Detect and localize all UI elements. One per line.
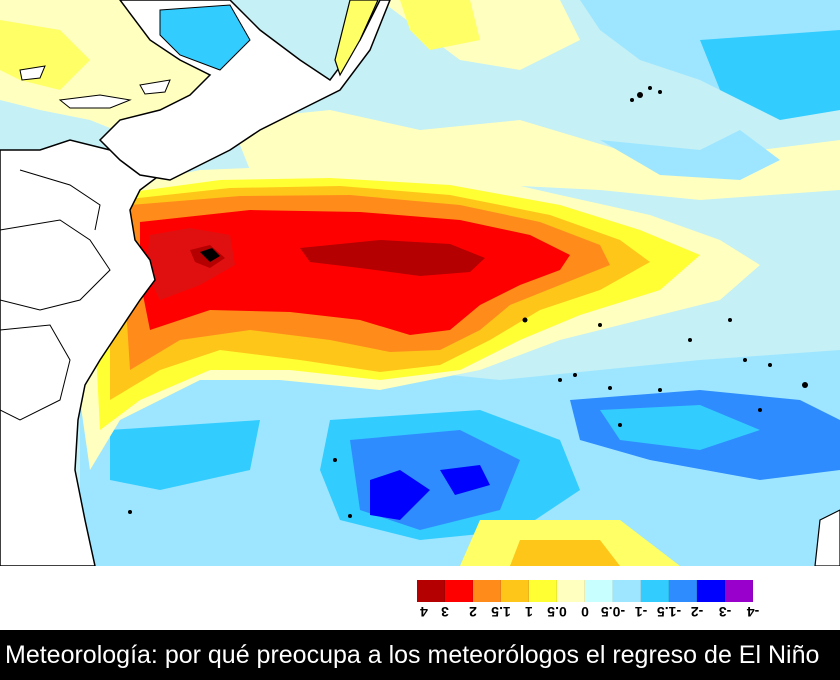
color-scale-legend: 4 3 2 1.5 1 0.5 0 -0.5 -1 -1.5 -2 -3 -4: [417, 580, 759, 622]
legend-swatch: [613, 580, 641, 602]
land-masses: [0, 0, 840, 566]
legend-ticks: 4 3 2 1.5 1 0.5 0 -0.5 -1 -1.5 -2 -3 -4: [417, 604, 767, 620]
legend-tick-label: -1.5: [656, 604, 682, 620]
legend-swatch: [473, 580, 501, 602]
legend-tick-label: 1.5: [491, 604, 511, 620]
legend-tick-label: -2: [690, 604, 704, 620]
legend-tick-label: 0.5: [547, 604, 567, 620]
caption-text: Meteorología: por qué preocupa a los met…: [5, 641, 820, 669]
legend-swatch: [417, 580, 445, 602]
legend-tick-label: -1: [634, 604, 648, 620]
el-nino-warm-tongue: [80, 165, 760, 470]
caption-bar: Meteorología: por qué preocupa a los met…: [0, 630, 840, 680]
legend-tick-label: 2: [469, 604, 477, 620]
legend-tick-label: -4: [746, 604, 760, 620]
legend-swatch: [697, 580, 725, 602]
southern-anomaly-patches: [80, 350, 840, 566]
legend-tick-label: 3: [441, 604, 449, 620]
legend-swatch: [529, 580, 557, 602]
legend-swatch: [445, 580, 473, 602]
legend-swatch: [585, 580, 613, 602]
legend-tick-label: -3: [718, 604, 732, 620]
legend-swatch: [669, 580, 697, 602]
legend-band: 4 3 2 1.5 1 0.5 0 -0.5 -1 -1.5 -2 -3 -4: [0, 566, 840, 630]
legend-swatch: [557, 580, 585, 602]
legend-swatch: [725, 580, 753, 602]
legend-tick-label: 4: [420, 604, 428, 620]
legend-tick-label: 0: [581, 604, 589, 620]
legend-swatches: [417, 580, 753, 602]
sea-surface-temperature-anomaly-map: [0, 0, 840, 566]
legend-swatch: [501, 580, 529, 602]
legend-swatch: [641, 580, 669, 602]
legend-tick-label: -0.5: [600, 604, 626, 620]
legend-tick-label: 1: [525, 604, 533, 620]
